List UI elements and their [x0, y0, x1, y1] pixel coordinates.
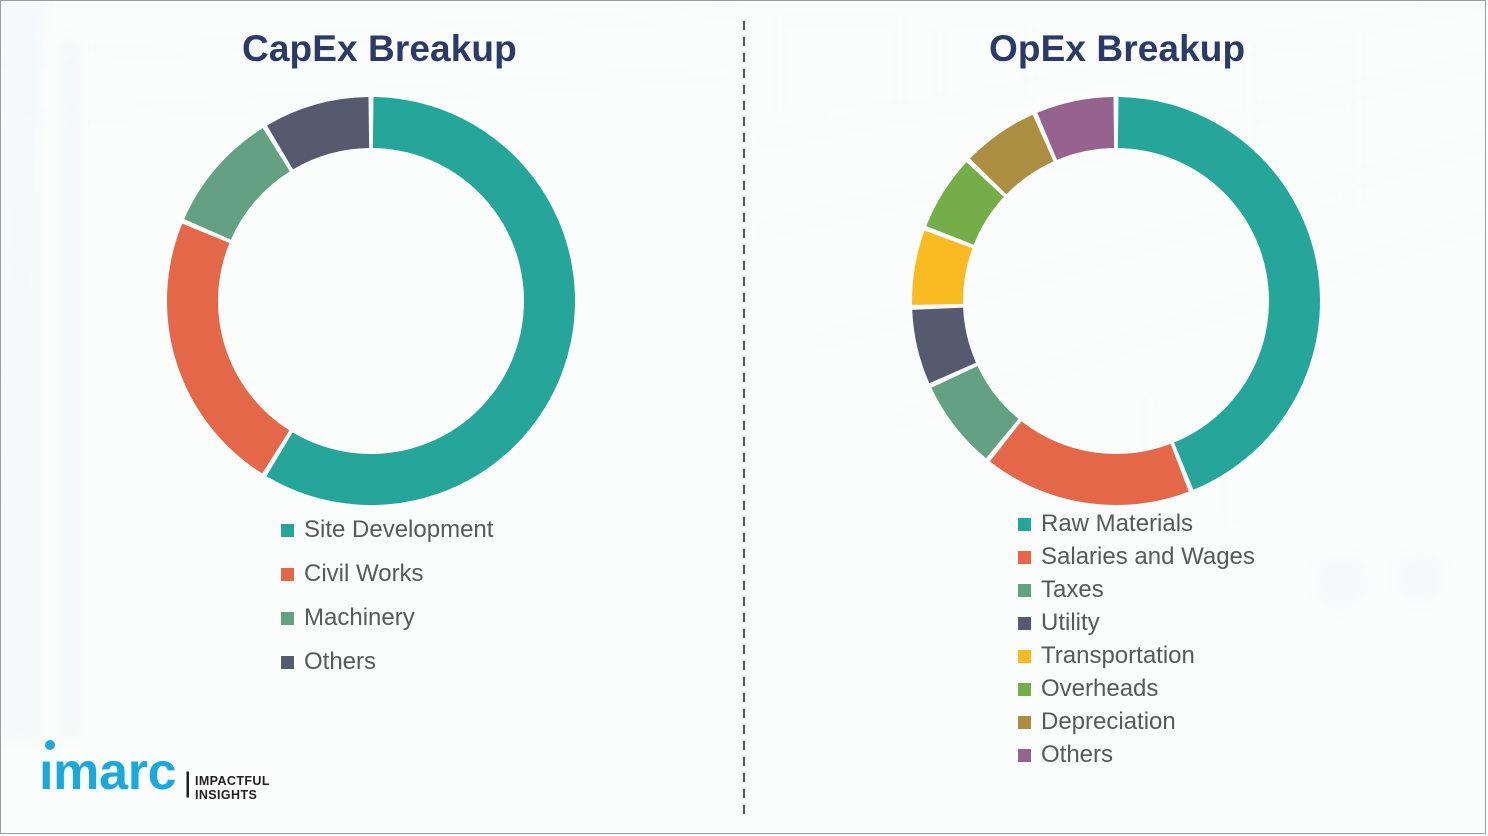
- svg-text:INSIGHTS: INSIGHTS: [195, 788, 257, 802]
- svg-text:IMPACTFUL: IMPACTFUL: [195, 774, 270, 788]
- svg-text:ımarc: ımarc: [41, 743, 176, 801]
